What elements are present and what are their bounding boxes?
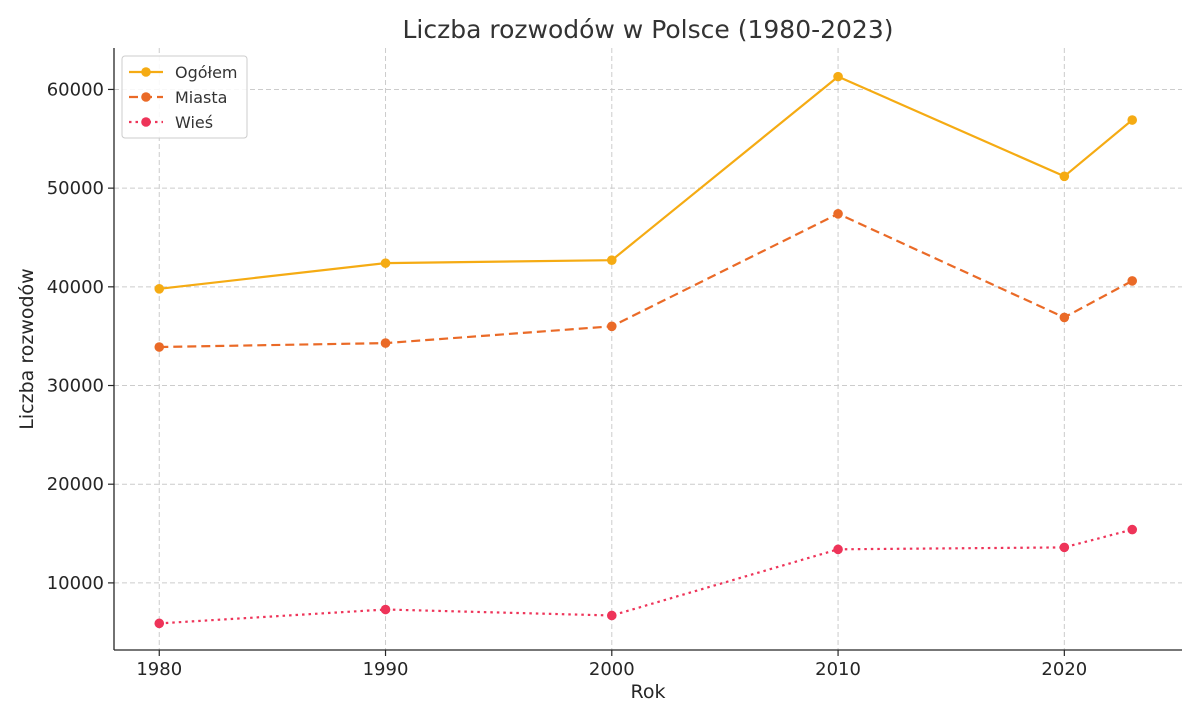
axes [113,48,1182,651]
x-tick-label: 2020 [1041,659,1087,680]
data-point[interactable] [1127,276,1138,286]
y-tick-label: 60000 [47,79,104,100]
data-point[interactable] [154,284,165,294]
data-point[interactable] [1059,312,1070,323]
series-1 [154,71,1138,294]
y-tick-label: 20000 [47,474,104,495]
data-point[interactable] [606,321,617,332]
data-point[interactable] [833,208,843,219]
legend-item[interactable]: Ogółem [129,63,238,82]
data-point[interactable] [154,618,165,629]
legend-label: Ogółem [175,63,238,82]
data-point[interactable] [1127,524,1138,535]
legend-label: Wieś [175,113,213,132]
data-point[interactable] [154,342,165,352]
y-tick-label: 10000 [47,573,104,594]
legend[interactable]: Ogółem Miasta Wieś [121,55,248,139]
x-axis-ticks: 1980 1990 2000 2010 2020 [136,650,1087,680]
data-point[interactable] [380,338,391,348]
data-point[interactable] [606,255,617,265]
y-tick-label: 50000 [47,178,104,199]
data-point[interactable] [606,610,617,621]
data-point[interactable] [380,604,391,615]
y-tick-label: 40000 [47,277,104,298]
series-2 [154,208,1138,352]
chart-title: Liczba rozwodów w Polsce (1980-2023) [402,15,893,44]
y-tick-label: 30000 [47,376,104,397]
legend-swatch-marker [141,67,151,77]
series-3 [154,524,1138,629]
data-point[interactable] [380,258,391,268]
x-tick-label: 1990 [363,659,409,680]
y-axis-ticks: 10000 20000 30000 40000 50000 60000 [47,79,114,594]
legend-item[interactable]: Miasta [129,88,227,107]
legend-swatch-marker [141,92,151,102]
data-point[interactable] [1127,115,1138,125]
data-point[interactable] [833,544,843,555]
legend-box [121,55,248,139]
x-tick-label: 2010 [815,659,861,680]
legend-item[interactable]: Wieś [129,113,213,132]
legend-label: Miasta [175,88,227,107]
data-point[interactable] [1059,171,1070,182]
grid-lines [114,48,1182,650]
legend-swatch-marker [141,117,151,127]
data-point[interactable] [833,71,843,82]
series-line [159,528,1133,625]
series-line [159,212,1133,349]
series-layer [154,71,1138,629]
y-axis-label: Liczba rozwodów [16,268,38,429]
x-tick-label: 1980 [136,659,182,680]
x-tick-label: 2000 [589,659,635,680]
series-line [159,75,1133,290]
data-point[interactable] [1059,542,1070,553]
x-axis-label: Rok [631,681,666,703]
